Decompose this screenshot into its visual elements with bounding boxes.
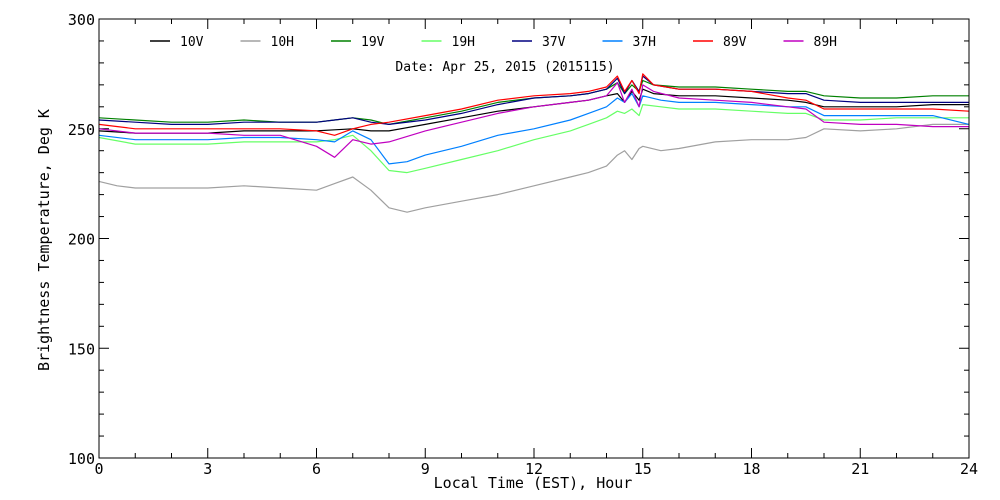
x-tick-label: 18 <box>742 460 760 478</box>
y-tick-label: 100 <box>68 450 95 468</box>
legend-label-19h: 19H <box>452 35 475 50</box>
y-tick-label: 150 <box>68 340 95 358</box>
x-tick-label: 21 <box>851 460 869 478</box>
legend-label-19v: 19V <box>361 35 385 50</box>
series-line-37h <box>98 92 970 165</box>
x-tick-label: 6 <box>312 460 321 478</box>
series-line-37v <box>98 75 969 126</box>
legend-label-37h: 37H <box>633 35 656 50</box>
legend-label-10h: 10H <box>271 35 294 50</box>
series-line-89h <box>98 82 969 158</box>
x-tick-label: 0 <box>94 460 103 478</box>
x-tick-label: 9 <box>421 460 430 478</box>
legend-label-37v: 37V <box>542 35 566 50</box>
y-axis-label: Brightness Temperature, Deg K <box>35 109 53 371</box>
x-tick-label: 3 <box>203 460 212 478</box>
y-tick-label: 250 <box>68 121 95 139</box>
series-line-89v <box>98 73 970 136</box>
series-line-19h <box>98 103 969 174</box>
x-tick-label: 12 <box>525 460 543 478</box>
chart-subtitle: Date: Apr 25, 2015 (2015115) <box>395 60 614 75</box>
y-tick-label: 300 <box>68 11 95 29</box>
legend-label-10v: 10V <box>180 35 204 50</box>
x-axis-label: Local Time (EST), Hour <box>434 474 633 492</box>
series-line-10h <box>98 123 969 213</box>
legend-label-89h: 89H <box>814 35 837 50</box>
x-tick-label: 15 <box>634 460 652 478</box>
plot-frame <box>98 18 970 459</box>
x-tick-label: 24 <box>960 460 978 478</box>
y-tick-label: 200 <box>68 231 95 249</box>
legend: 10V 10H 19V 19H 37V 37H 89V 89H <box>150 35 837 50</box>
legend-label-89v: 89V <box>723 35 747 50</box>
series-layer <box>98 73 970 213</box>
